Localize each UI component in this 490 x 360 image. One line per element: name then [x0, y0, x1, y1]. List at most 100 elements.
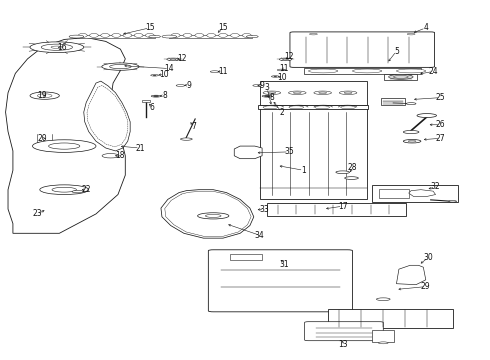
Ellipse shape [315, 106, 330, 109]
Text: 11: 11 [279, 64, 289, 73]
Circle shape [417, 114, 437, 117]
FancyBboxPatch shape [208, 250, 352, 312]
Text: 23: 23 [32, 210, 42, 219]
Ellipse shape [219, 33, 227, 37]
Circle shape [378, 342, 388, 344]
Circle shape [449, 201, 457, 202]
Ellipse shape [396, 69, 426, 73]
Circle shape [336, 171, 349, 174]
Bar [258, 105, 368, 109]
Ellipse shape [78, 33, 87, 37]
Circle shape [277, 69, 286, 71]
Bar [384, 73, 417, 80]
Circle shape [271, 76, 279, 77]
Circle shape [180, 138, 192, 140]
Ellipse shape [171, 33, 180, 37]
Circle shape [314, 91, 331, 95]
Circle shape [210, 71, 219, 72]
Text: 16: 16 [57, 43, 67, 52]
Circle shape [344, 92, 352, 94]
Ellipse shape [231, 33, 239, 37]
Circle shape [376, 298, 390, 301]
Circle shape [153, 75, 156, 76]
Ellipse shape [195, 33, 204, 37]
Polygon shape [396, 265, 426, 285]
Circle shape [294, 92, 301, 94]
Text: 35: 35 [284, 147, 294, 156]
Circle shape [319, 92, 327, 94]
Text: 22: 22 [81, 185, 91, 194]
Circle shape [339, 91, 357, 95]
FancyBboxPatch shape [290, 32, 435, 67]
Ellipse shape [263, 106, 278, 109]
Circle shape [279, 58, 292, 60]
Circle shape [41, 44, 73, 50]
Text: 2: 2 [279, 108, 284, 117]
Ellipse shape [101, 33, 110, 37]
Circle shape [30, 42, 84, 53]
Circle shape [262, 95, 272, 97]
Circle shape [102, 63, 139, 70]
Circle shape [403, 139, 421, 143]
Text: 4: 4 [423, 23, 428, 32]
Ellipse shape [30, 92, 59, 99]
Circle shape [408, 140, 416, 142]
Ellipse shape [90, 33, 98, 37]
Circle shape [162, 35, 176, 38]
Text: 27: 27 [436, 134, 445, 143]
Ellipse shape [123, 33, 132, 37]
Circle shape [403, 130, 419, 134]
Text: 12: 12 [284, 53, 294, 62]
Circle shape [263, 91, 281, 95]
Text: 25: 25 [436, 93, 445, 102]
Text: 34: 34 [255, 231, 265, 240]
Circle shape [32, 140, 96, 152]
Circle shape [69, 35, 84, 38]
Bar [76, 35, 155, 38]
Ellipse shape [112, 33, 121, 37]
Ellipse shape [393, 76, 408, 78]
Text: 8: 8 [270, 93, 274, 102]
Bar [372, 185, 458, 202]
Ellipse shape [37, 94, 52, 98]
Circle shape [151, 75, 159, 76]
Circle shape [406, 103, 416, 105]
Bar [379, 189, 409, 198]
Circle shape [205, 214, 221, 217]
Ellipse shape [352, 69, 382, 73]
Circle shape [246, 35, 258, 38]
Bar [267, 203, 406, 216]
Circle shape [274, 76, 277, 77]
Bar [304, 68, 421, 75]
Circle shape [407, 33, 415, 35]
Bar [143, 100, 150, 103]
Text: 10: 10 [160, 70, 169, 79]
Circle shape [52, 187, 76, 192]
Circle shape [197, 213, 229, 219]
Circle shape [110, 64, 131, 69]
Bar [260, 81, 367, 105]
Text: 9: 9 [186, 81, 191, 90]
Polygon shape [161, 190, 254, 238]
Ellipse shape [289, 106, 304, 109]
Ellipse shape [309, 69, 338, 73]
Text: 9: 9 [260, 81, 265, 90]
Circle shape [151, 95, 161, 97]
Text: 1: 1 [301, 166, 306, 175]
Bar [230, 254, 262, 260]
Circle shape [283, 59, 289, 60]
Text: 8: 8 [162, 91, 167, 100]
Text: 21: 21 [135, 144, 145, 153]
Bar [381, 98, 405, 105]
Bar [372, 330, 394, 342]
Text: 19: 19 [37, 91, 47, 100]
FancyBboxPatch shape [305, 322, 383, 341]
Ellipse shape [389, 75, 413, 79]
Ellipse shape [146, 33, 154, 37]
Polygon shape [84, 81, 130, 151]
Ellipse shape [207, 33, 216, 37]
Circle shape [253, 85, 262, 86]
Circle shape [49, 143, 80, 149]
Text: 5: 5 [394, 46, 399, 55]
Text: 28: 28 [348, 163, 357, 172]
